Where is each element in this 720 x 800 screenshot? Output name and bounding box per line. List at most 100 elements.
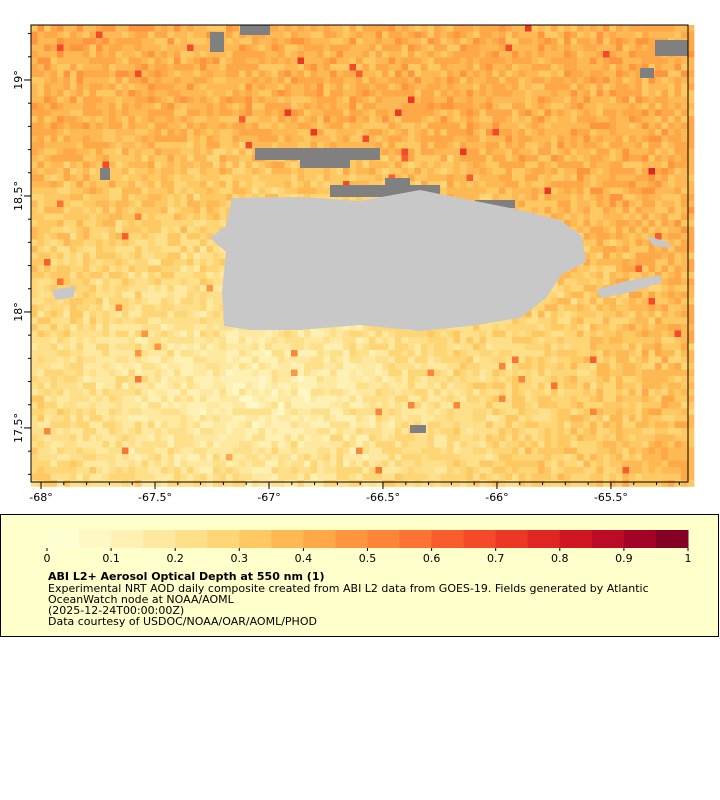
aod-cell <box>525 103 532 110</box>
aod-cell <box>551 77 558 84</box>
aod-cell <box>531 207 539 214</box>
aod-cell <box>187 64 194 71</box>
aod-cell <box>661 291 669 299</box>
aod-cell <box>655 324 662 331</box>
aod-cell <box>518 168 526 175</box>
aod-cell <box>122 181 129 188</box>
aod-cell <box>193 174 201 182</box>
aod-cell <box>310 57 318 65</box>
aod-cell <box>161 265 168 273</box>
aod-cell <box>89 324 97 331</box>
aod-cell <box>668 161 675 169</box>
aod-cell <box>174 278 181 286</box>
aod-cell <box>180 135 188 143</box>
aod-cell <box>141 181 149 188</box>
aod-cell <box>388 96 396 104</box>
aod-cell <box>479 38 487 45</box>
aod-cell <box>622 57 630 65</box>
aod-cell <box>96 31 103 39</box>
aod-cell <box>577 278 584 286</box>
aod-cell <box>661 148 669 156</box>
aod-cell <box>577 90 584 97</box>
aod-cell <box>603 57 610 65</box>
aod-cell <box>369 64 376 71</box>
aod-cell <box>83 181 90 188</box>
aod-cell <box>141 233 149 240</box>
aod-cell <box>609 64 617 71</box>
aod-cell <box>616 122 623 130</box>
aod-cell <box>362 96 370 104</box>
aod-cell <box>544 142 552 149</box>
aod-cell <box>609 116 617 123</box>
aod-cell <box>577 109 584 117</box>
aod-cell <box>37 181 45 188</box>
aod-cell <box>174 96 181 104</box>
aod-cell <box>668 226 675 234</box>
aod-cell <box>518 31 526 39</box>
aod-cell <box>304 31 311 39</box>
aod-cell <box>187 44 194 52</box>
aod-cell <box>434 103 441 110</box>
aod-cell <box>648 96 656 104</box>
aod-cell <box>369 57 376 65</box>
aod-cell <box>317 142 324 149</box>
aod-cell <box>336 51 344 58</box>
aod-cell <box>603 220 610 227</box>
aod-cell <box>180 324 188 331</box>
aod-cell <box>492 96 500 104</box>
aod-cell <box>570 291 578 299</box>
aod-cell <box>76 278 84 286</box>
aod-cell <box>655 226 662 234</box>
aod-cell <box>642 31 649 39</box>
aod-cell <box>31 109 38 117</box>
aod-cell <box>531 64 539 71</box>
aod-cell <box>206 168 214 175</box>
aod-cell <box>681 148 688 156</box>
aod-cell <box>622 213 630 221</box>
aod-cell <box>219 155 227 162</box>
aod-cell <box>336 129 344 136</box>
aod-cell <box>622 265 630 273</box>
aod-cell <box>284 135 292 143</box>
aod-cell <box>180 129 188 136</box>
aod-cell <box>499 330 506 338</box>
aod-cell <box>453 51 461 58</box>
aod-cell <box>278 142 285 149</box>
aod-cell <box>499 317 506 325</box>
aod-cell <box>382 337 389 344</box>
aod-cell <box>148 220 155 227</box>
aod-cell <box>635 103 643 110</box>
aod-cell <box>31 161 38 169</box>
aod-cell <box>343 181 350 188</box>
aod-cell <box>284 330 292 338</box>
aod-cell <box>460 187 467 195</box>
aod-cell <box>310 96 318 104</box>
aod-cell <box>369 337 376 344</box>
aod-cell <box>499 70 506 78</box>
aod-cell <box>544 324 552 331</box>
aod-cell <box>635 252 643 260</box>
aod-cell <box>629 103 636 110</box>
aod-cell <box>115 31 123 39</box>
aod-cell <box>89 44 97 52</box>
aod-cell <box>317 31 324 39</box>
aod-cell <box>252 109 259 117</box>
aod-cell <box>304 90 311 97</box>
aod-cell <box>531 38 539 45</box>
aod-cell <box>525 116 532 123</box>
aod-cell <box>512 116 519 123</box>
aod-cell <box>141 194 149 201</box>
aod-cell <box>453 142 461 149</box>
aod-cell <box>460 142 467 149</box>
aod-cell <box>408 337 415 344</box>
aod-cell <box>193 233 201 240</box>
aod-cell <box>596 324 604 331</box>
aod-cell <box>258 57 266 65</box>
aod-cell <box>661 272 669 279</box>
aod-cell <box>577 38 584 45</box>
aod-cell <box>401 57 409 65</box>
aod-cell <box>642 194 649 201</box>
aod-cell <box>551 207 558 214</box>
aod-cell <box>31 168 38 175</box>
aod-cell <box>512 103 519 110</box>
